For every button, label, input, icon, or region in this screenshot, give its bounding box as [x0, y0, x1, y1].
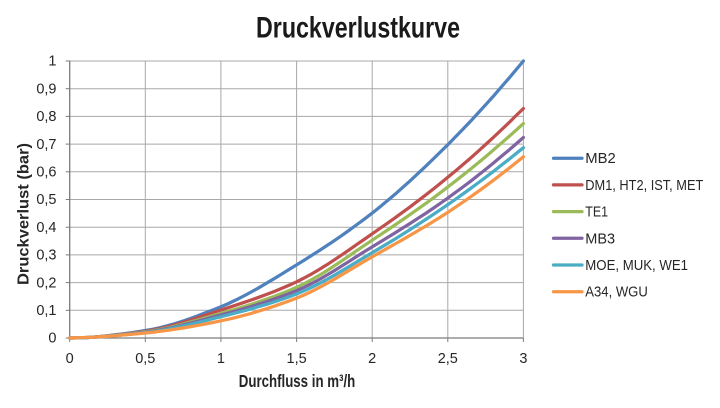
svg-text:MOE, MUK, WE1: MOE, MUK, WE1 — [585, 257, 688, 274]
svg-text:3: 3 — [519, 351, 527, 367]
svg-text:Durchfluss in m³/h: Durchfluss in m³/h — [239, 371, 356, 391]
svg-text:1: 1 — [217, 351, 225, 367]
svg-text:Druckverlust (bar): Druckverlust (bar) — [16, 143, 33, 285]
svg-text:0,7: 0,7 — [36, 137, 56, 153]
svg-text:0,6: 0,6 — [36, 165, 56, 181]
svg-text:0,1: 0,1 — [36, 303, 56, 319]
svg-text:2: 2 — [368, 351, 376, 367]
svg-text:0: 0 — [48, 331, 56, 347]
svg-text:2,5: 2,5 — [438, 351, 458, 367]
svg-text:1,5: 1,5 — [287, 351, 307, 367]
svg-text:0,3: 0,3 — [36, 248, 56, 264]
svg-text:0,4: 0,4 — [36, 220, 56, 236]
svg-text:1: 1 — [48, 54, 56, 70]
svg-text:0,8: 0,8 — [36, 109, 56, 125]
svg-text:A34, WGU: A34, WGU — [585, 284, 648, 301]
svg-text:DM1, HT2, IST, MET: DM1, HT2, IST, MET — [585, 177, 703, 194]
svg-text:0,9: 0,9 — [36, 81, 56, 97]
svg-text:Druckverlustkurve: Druckverlustkurve — [256, 11, 460, 44]
svg-text:TE1: TE1 — [585, 204, 608, 221]
svg-text:MB2: MB2 — [585, 150, 616, 167]
svg-text:0,2: 0,2 — [36, 275, 56, 291]
svg-text:0,5: 0,5 — [36, 192, 56, 208]
svg-text:0,5: 0,5 — [135, 351, 155, 367]
svg-text:MB3: MB3 — [585, 230, 615, 247]
svg-text:0: 0 — [66, 351, 74, 367]
